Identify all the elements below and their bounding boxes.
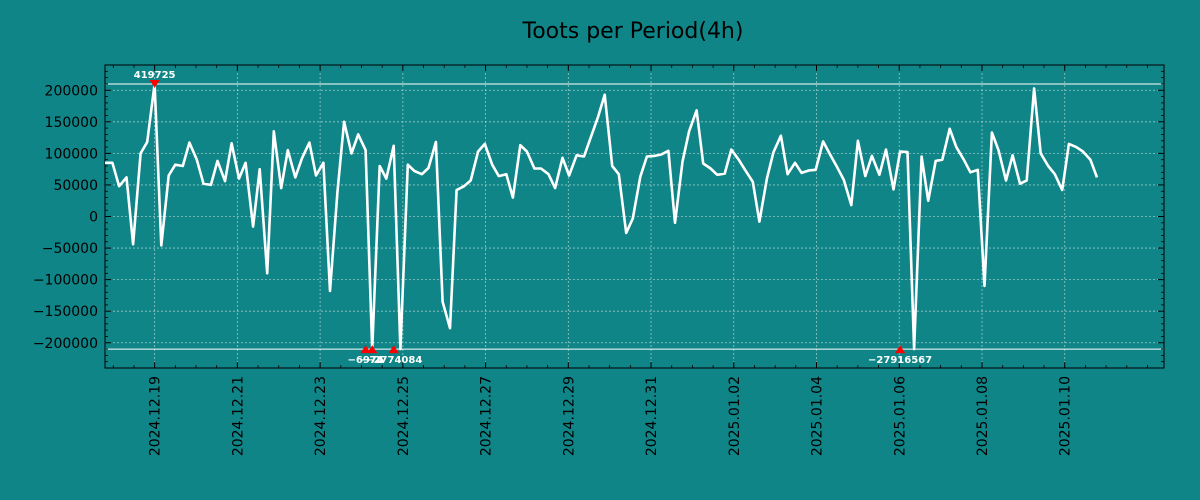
peak-marker (149, 79, 160, 88)
axes: 200000 150000 100000 50000 0 −50000 −100000 −15… (33, 65, 1164, 456)
peak-marker (367, 345, 378, 354)
marker-label: −6976 (348, 355, 384, 366)
x-tick-label: 2024.12.19 (148, 376, 164, 456)
y-tick-label: 50000 (53, 178, 98, 194)
marker-label: 419725 (134, 70, 176, 81)
x-tick-label: 2024.12.29 (561, 376, 577, 456)
reference-lines (105, 83, 1164, 350)
x-tick-label: 2025.01.08 (975, 376, 991, 456)
series-group (105, 82, 1099, 351)
y-tick-label: −200000 (33, 336, 98, 352)
x-tick-label: 2024.12.31 (644, 376, 660, 456)
x-tick-label: 2025.01.10 (1058, 376, 1074, 456)
y-tick-label: −50000 (42, 241, 98, 257)
y-tick-label: 150000 (45, 115, 98, 131)
marker-label: −27916567 (868, 355, 932, 366)
x-tick-label: 2024.12.21 (230, 376, 246, 456)
chart-title: Toots per Period(4h) (522, 19, 744, 44)
x-tick-label: 2025.01.02 (727, 376, 743, 456)
x-tick-label: 2024.12.23 (313, 376, 329, 456)
x-tick-label: 2024.12.27 (479, 376, 495, 456)
x-tick-label: 2025.01.06 (892, 376, 908, 456)
peak-marker (895, 345, 906, 354)
x-tick-label: 2024.12.25 (396, 376, 412, 456)
x-tick-label: 2025.01.04 (810, 376, 826, 456)
peak-marker (388, 345, 399, 354)
grid (105, 65, 1164, 368)
y-tick-label: 200000 (45, 83, 98, 99)
y-tick-label: 0 (89, 210, 98, 226)
y-tick-label: −100000 (33, 273, 98, 289)
marker-label: −2774084 (365, 355, 422, 366)
series-line-toots (105, 82, 1099, 351)
marker-label: −74 (361, 355, 383, 366)
y-tick-label: 100000 (45, 146, 98, 162)
marker-group: 419725 −6976−74−2774084 −27916567 (134, 70, 932, 366)
peak-marker (360, 345, 371, 354)
y-tick-label: −150000 (33, 304, 98, 320)
